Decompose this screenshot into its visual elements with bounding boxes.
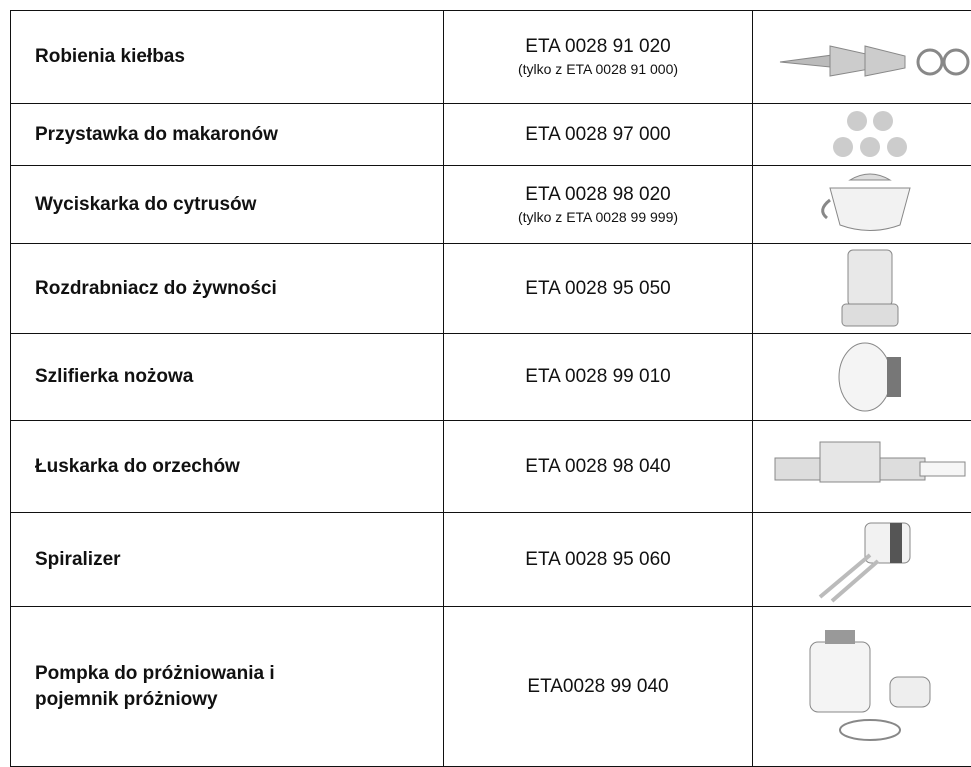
name-cell: Łuskarka do orzechów	[11, 421, 444, 513]
name-cell: Przystawka do makaronów	[11, 104, 444, 166]
table-row: Robienia kiełbas ETA 0028 91 020(tylko z …	[11, 11, 971, 104]
product-code: ETA 0028 95 050	[525, 278, 670, 299]
accessory-name: Spiralizer	[35, 547, 121, 573]
accessory-name: Przystawka do makaronów	[35, 122, 278, 148]
accessory-name: Szlifierka nożowa	[35, 364, 193, 390]
accessory-name: Wyciskarka do cytrusów	[35, 192, 256, 218]
product-code: ETA0028 99 040	[527, 676, 668, 697]
code-cell: ETA 0028 98 020(tylko z ETA 0028 99 999)	[444, 166, 753, 244]
product-code: ETA 0028 91 020	[525, 36, 670, 57]
name-cell: Pompka do próżniowania i pojemnik próżni…	[11, 607, 444, 767]
code-cell: ETA0028 99 040	[444, 607, 753, 767]
product-code: ETA 0028 98 020	[525, 184, 670, 205]
table-row: Łuskarka do orzechów ETA 0028 98 040	[11, 421, 971, 513]
table-row: Wyciskarka do cytrusów ETA 0028 98 020(ty…	[11, 166, 971, 244]
accessory-name: Łuskarka do orzechów	[35, 454, 240, 480]
name-cell: Wyciskarka do cytrusów	[11, 166, 444, 244]
product-code: ETA 0028 98 040	[525, 456, 670, 477]
table-row: Spiralizer ETA 0028 95 060	[11, 513, 971, 607]
name-cell: Rozdrabniacz do żywności	[11, 244, 444, 334]
product-code: ETA 0028 97 000	[525, 124, 670, 145]
image-cell	[753, 11, 971, 104]
product-image	[795, 622, 945, 752]
code-note: (tylko z ETA 0028 91 000)	[444, 59, 752, 79]
image-cell	[753, 166, 971, 244]
image-cell	[753, 607, 971, 767]
table-row: Rozdrabniacz do żywności ETA 0028 95 050	[11, 244, 971, 334]
image-cell	[753, 513, 971, 607]
product-image	[825, 337, 915, 417]
table-row: Szlifierka nożowa ETA 0028 99 010	[11, 334, 971, 421]
code-cell: ETA 0028 95 060	[444, 513, 753, 607]
code-cell: ETA 0028 95 050	[444, 244, 753, 334]
product-image	[770, 32, 970, 82]
table-row: Pompka do próżniowania i pojemnik próżni…	[11, 607, 971, 767]
accessory-name: Pompka do próżniowania i pojemnik próżni…	[35, 661, 335, 713]
code-cell: ETA 0028 91 020(tylko z ETA 0028 91 000)	[444, 11, 753, 104]
name-cell: Szlifierka nożowa	[11, 334, 444, 421]
product-image	[815, 170, 925, 240]
accessory-name: Rozdrabniacz do żywności	[35, 276, 277, 302]
table-row: Przystawka do makaronów ETA 0028 97 000	[11, 104, 971, 166]
code-cell: ETA 0028 97 000	[444, 104, 753, 166]
product-image	[815, 107, 925, 162]
product-image	[770, 432, 970, 502]
image-cell	[753, 334, 971, 421]
product-image	[830, 246, 910, 331]
accessory-name: Robienia kiełbas	[35, 44, 185, 70]
product-code: ETA 0028 95 060	[525, 549, 670, 570]
product-image	[810, 515, 930, 605]
name-cell: Robienia kiełbas	[11, 11, 444, 104]
image-cell	[753, 244, 971, 334]
image-cell	[753, 104, 971, 166]
name-cell: Spiralizer	[11, 513, 444, 607]
product-code: ETA 0028 99 010	[525, 366, 670, 387]
image-cell	[753, 421, 971, 513]
code-cell: ETA 0028 98 040	[444, 421, 753, 513]
code-note: (tylko z ETA 0028 99 999)	[444, 207, 752, 227]
code-cell: ETA 0028 99 010	[444, 334, 753, 421]
